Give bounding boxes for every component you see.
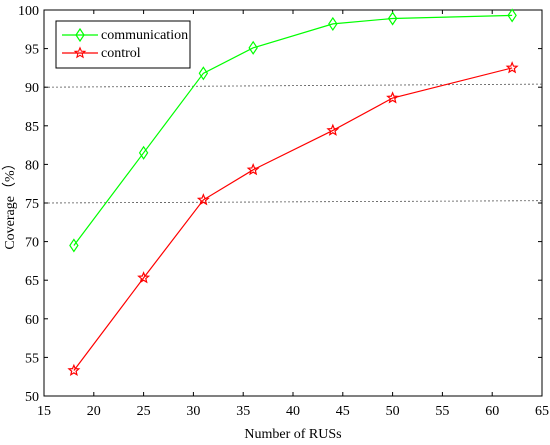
data-point-control <box>67 363 81 377</box>
reference-line <box>43 200 543 204</box>
y-tick-label: 75 <box>25 197 39 212</box>
y-axis-ticks: 50 55 60 65 70 75 80 85 90 95 100 <box>18 4 542 405</box>
data-point-communication <box>69 238 79 253</box>
data-point-communication <box>138 145 149 160</box>
y-tick-label: 95 <box>25 43 39 58</box>
y-tick-label: 50 <box>25 390 39 405</box>
x-tick-label: 25 <box>137 404 151 419</box>
legend-marker-control <box>73 46 87 59</box>
x-tick-label: 45 <box>336 404 350 419</box>
legend-box <box>55 20 191 69</box>
y-tick-label: 80 <box>25 158 39 173</box>
y-tick-label: 55 <box>25 351 39 366</box>
x-tick-label: 55 <box>435 404 449 419</box>
series-line-communication <box>73 14 513 246</box>
y-tick-label: 60 <box>25 313 39 328</box>
x-tick-label: 35 <box>236 404 250 419</box>
data-point-communication <box>507 8 517 23</box>
data-point-communication <box>387 11 398 26</box>
reference-line <box>43 83 543 88</box>
y-tick-label: 90 <box>25 81 39 96</box>
legend-marker-communication <box>75 27 85 43</box>
x-axis-label: Number of RUSs <box>244 427 341 442</box>
x-axis-ticks: 15 20 25 30 35 40 45 50 55 60 65 <box>37 10 549 419</box>
plot-area <box>43 9 543 397</box>
data-point-control <box>505 61 519 74</box>
y-tick-label: 70 <box>25 236 39 251</box>
data-point-communication <box>248 40 258 55</box>
x-tick-label: 40 <box>286 404 300 419</box>
data-point-communication <box>198 66 209 81</box>
data-point-control <box>326 123 340 136</box>
x-tick-label: 20 <box>87 404 101 419</box>
data-point-control <box>386 91 400 104</box>
y-axis-label: Coverage（%） <box>2 156 18 249</box>
reference-lines <box>43 83 543 204</box>
data-point-control <box>246 162 260 176</box>
x-tick-label: 60 <box>485 404 499 419</box>
x-tick-label: 65 <box>535 404 549 419</box>
data-point-control <box>196 193 210 206</box>
x-tick-label: 50 <box>386 404 400 419</box>
series-layer <box>67 8 519 377</box>
y-tick-label: 65 <box>25 274 39 289</box>
x-tick-label: 15 <box>37 404 51 419</box>
data-point-control <box>137 271 151 284</box>
x-tick-label: 30 <box>186 404 200 419</box>
y-tick-label: 100 <box>18 4 39 19</box>
data-point-communication <box>328 16 338 31</box>
legend-label-communication: communication <box>101 28 188 43</box>
legend: communication control <box>55 20 191 69</box>
legend-label-control: control <box>101 46 141 61</box>
series-line-control <box>73 67 513 371</box>
y-tick-label: 85 <box>25 120 39 135</box>
